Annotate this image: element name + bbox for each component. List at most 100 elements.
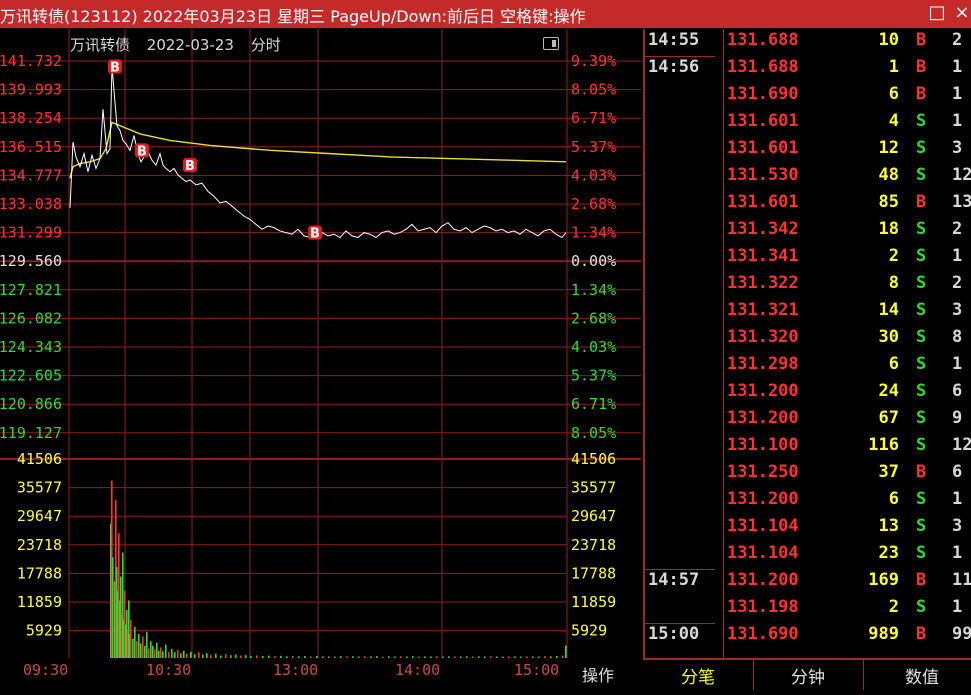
- chart-header: 万讯转债 2022-03-23 分时: [70, 34, 293, 55]
- volume-bar: [406, 656, 408, 658]
- tick-side: S: [916, 354, 927, 374]
- volume-bar: [292, 655, 294, 658]
- volume-bar: [124, 590, 126, 658]
- tick-count: 12: [952, 165, 971, 185]
- maximize-icon[interactable]: □: [928, 2, 946, 23]
- tab-bar: 分笔 分钟 数值: [643, 658, 971, 690]
- tick-price: 131.200: [727, 489, 799, 509]
- tick-row: 131.690 6 B 1: [645, 84, 971, 111]
- tick-count: 99: [952, 624, 971, 644]
- volume-bar: [400, 656, 402, 658]
- tick-side: S: [916, 138, 927, 158]
- buy-marker-label: B: [185, 159, 195, 174]
- tab-minutes[interactable]: 分钟: [791, 668, 825, 688]
- volume-bar: [496, 656, 498, 658]
- volume-bar: [180, 653, 182, 658]
- tick-price: 131.200: [727, 570, 799, 590]
- tick-count: 1: [952, 489, 963, 509]
- volume-bar: [154, 649, 156, 658]
- time-label: 15:00: [514, 661, 560, 679]
- volume-bar: [328, 656, 330, 658]
- volume-bar: [310, 656, 312, 658]
- operate-button[interactable]: 操作: [582, 666, 615, 685]
- volume-bar: [430, 656, 432, 658]
- close-icon[interactable]: ×: [954, 2, 970, 23]
- volume-bar: [150, 641, 152, 658]
- volume-bar: [364, 656, 366, 658]
- pct-axis-label: 1.34%: [571, 224, 616, 242]
- tick-price: 131.250: [727, 462, 799, 482]
- volume-bar: [190, 651, 192, 658]
- time-label: 13:00: [273, 661, 319, 679]
- tick-count: 6: [952, 462, 963, 482]
- tick-volume: 6: [888, 489, 899, 509]
- tick-row: 131.200 6 S 1: [645, 489, 971, 516]
- tick-count: 2: [952, 219, 963, 239]
- tick-price: 131.322: [727, 273, 799, 293]
- price-axis-label: 138.254: [0, 109, 62, 127]
- tick-side: B: [916, 570, 927, 590]
- tick-count: 1: [952, 597, 963, 617]
- volume-bar: [220, 655, 222, 658]
- volume-bar: [268, 655, 270, 658]
- tab-values[interactable]: 数值: [905, 668, 939, 688]
- tick-volume: 67: [878, 408, 899, 428]
- tick-row: 15:00 131.690 989 B 99: [645, 624, 971, 651]
- tick-volume: 85: [878, 192, 899, 212]
- volume-bar: [382, 656, 384, 658]
- tick-side: B: [916, 462, 927, 482]
- tick-count: 3: [952, 138, 963, 158]
- volume-axis-label-right: 23718: [571, 536, 616, 554]
- tick-count: 1: [952, 354, 963, 374]
- volume-bar: [138, 634, 140, 658]
- pct-axis-label: 2.68%: [571, 309, 616, 327]
- volume-axis-label-right: 17788: [571, 564, 616, 582]
- volume-bar: [206, 653, 208, 658]
- tick-detail-panel: 14:55 131.688 10 B 2 14:56 131.688 1 B 1 131.690 6 B…: [643, 29, 971, 658]
- tab-ticks[interactable]: 分笔: [681, 668, 715, 688]
- tick-side: S: [916, 381, 927, 401]
- volume-bar: [322, 656, 324, 658]
- volume-bar: [520, 656, 522, 658]
- tick-row: 131.200 24 S 6: [645, 381, 971, 408]
- volume-bar: [156, 642, 158, 658]
- volume-bar: [115, 499, 117, 658]
- volume-bar: [111, 480, 113, 658]
- volume-bar: [418, 656, 420, 658]
- price-axis-label: 119.127: [0, 424, 62, 442]
- tick-row: 14:57 131.200 169 B 11: [645, 570, 971, 597]
- volume-bar: [140, 643, 142, 658]
- tick-count: 3: [952, 300, 963, 320]
- tick-row: 131.321 14 S 3: [645, 300, 971, 327]
- volume-bar: [502, 656, 504, 658]
- volume-bar: [230, 655, 232, 658]
- volume-bar: [117, 590, 119, 658]
- pct-axis-label: 4.03%: [571, 166, 616, 184]
- tick-count: 2: [952, 273, 963, 293]
- volume-bar: [130, 619, 132, 658]
- volume-bar: [346, 656, 348, 658]
- tick-price: 131.298: [727, 354, 799, 374]
- volume-bar: [174, 652, 176, 658]
- volume-bar: [152, 646, 154, 658]
- volume-bar: [142, 636, 144, 658]
- volume-bar: [123, 619, 125, 658]
- volume-bar: [472, 656, 474, 658]
- tick-row: 131.104 23 S 1: [645, 543, 971, 570]
- volume-bar: [210, 655, 212, 658]
- volume-bar: [114, 581, 116, 658]
- panel-toggle-icon[interactable]: [543, 37, 559, 50]
- intraday-chart[interactable]: 141.732 139.993 138.254 136.515 134.777 133.0…: [0, 29, 641, 658]
- volume-bar: [165, 644, 167, 658]
- tick-side: S: [916, 273, 927, 293]
- tick-side: S: [916, 543, 927, 563]
- volume-bar: [177, 649, 179, 658]
- volume-axis-label: 5929: [26, 622, 62, 640]
- buy-marker-label: B: [310, 227, 320, 242]
- pct-axis-label: 6.71%: [571, 395, 616, 413]
- price-axis-label: 139.993: [0, 81, 62, 99]
- tick-row: 131.601 85 B 13: [645, 192, 971, 219]
- tick-side: S: [916, 246, 927, 266]
- volume-bar: [198, 652, 200, 658]
- volume-bar: [562, 655, 564, 658]
